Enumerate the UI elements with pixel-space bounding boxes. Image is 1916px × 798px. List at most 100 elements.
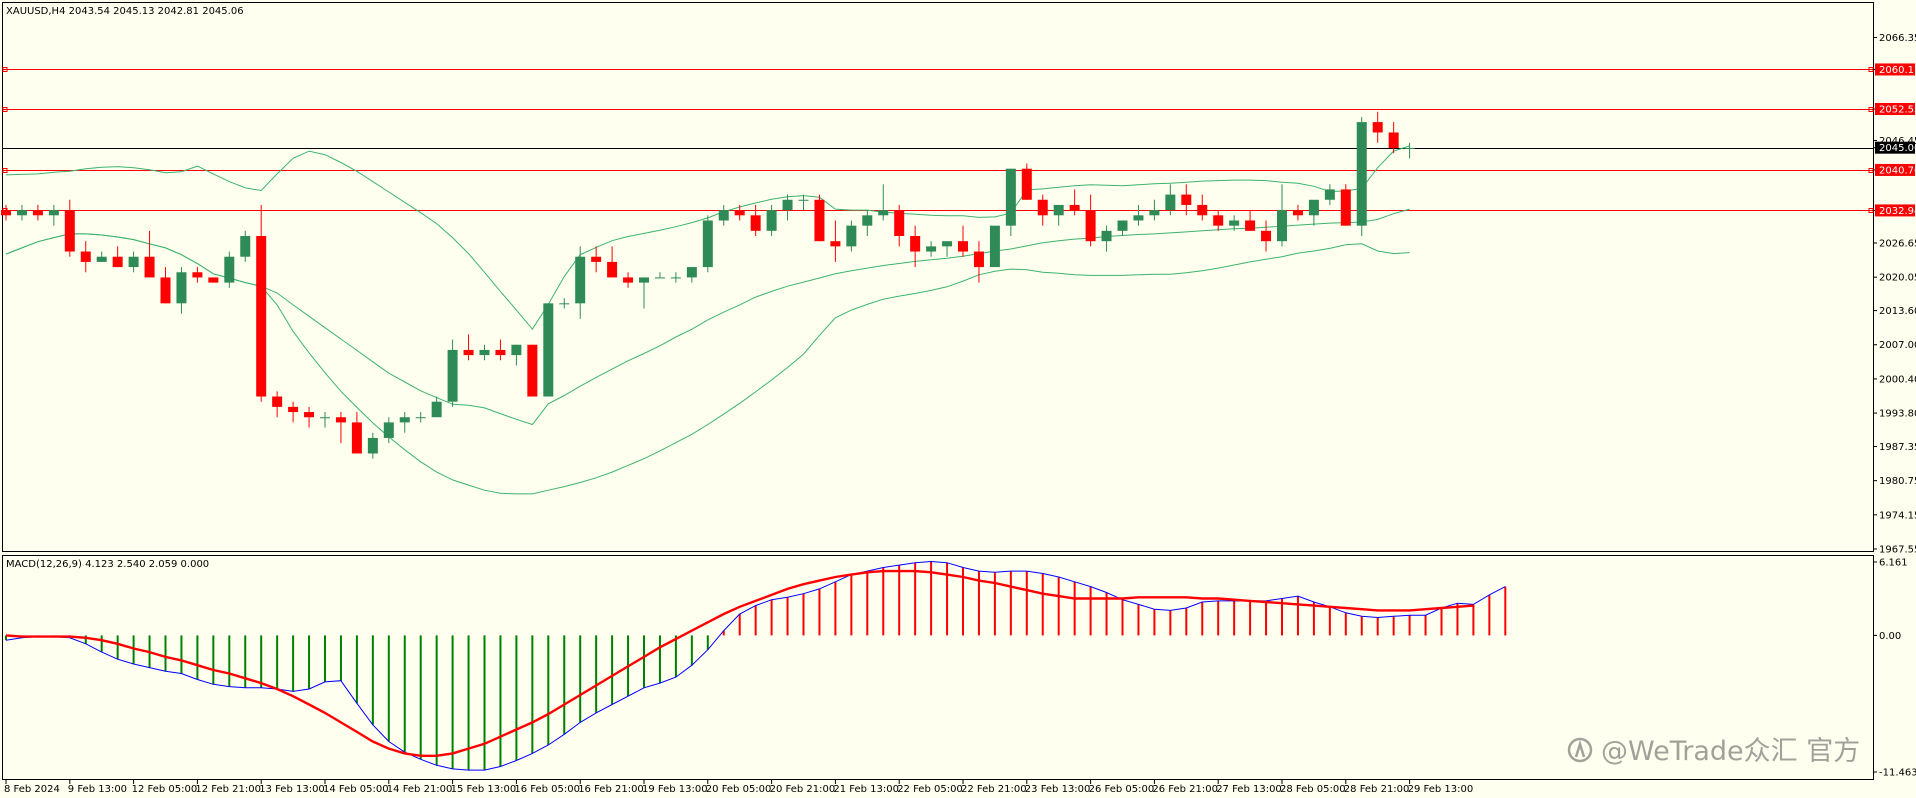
level-anchor-left-1 <box>2 107 8 112</box>
candle-38 <box>607 246 618 278</box>
candle-body-47 <box>750 215 761 231</box>
candle-79 <box>1261 220 1272 252</box>
candle-33 <box>527 344 538 397</box>
candle-body-67 <box>1069 204 1080 211</box>
candle-body-75 <box>1197 204 1208 216</box>
candle-82 <box>1308 199 1319 226</box>
candle-67 <box>1069 189 1080 216</box>
candle-15 <box>240 230 251 262</box>
candle-body-78 <box>1245 220 1256 231</box>
candle-66 <box>1053 204 1064 226</box>
candle-4 <box>64 199 75 257</box>
candle-32 <box>511 344 522 366</box>
candle-body-8 <box>128 256 139 268</box>
candle-body-84 <box>1340 189 1351 226</box>
candle-44 <box>702 215 713 273</box>
candle-body-18 <box>288 406 299 413</box>
candle-78 <box>1245 210 1256 231</box>
candle-body-7 <box>112 256 123 268</box>
time-tick-label-14: 22 Feb 05:00 <box>897 784 963 795</box>
candle-body-32 <box>511 344 522 356</box>
candle-53 <box>846 220 857 252</box>
candle-body-70 <box>1117 220 1128 231</box>
price-level-label-bg-4 <box>1875 141 1915 154</box>
candle-body-88 <box>1404 147 1415 149</box>
candle-23 <box>367 432 378 459</box>
candle-body-66 <box>1053 204 1064 216</box>
price-tick-label-11: 2000.40 <box>1879 374 1916 385</box>
candle-body-57 <box>910 236 921 252</box>
candle-body-24 <box>383 422 394 438</box>
watermark: @WeTrade众汇 官方 <box>1567 736 1860 767</box>
candle-body-15 <box>240 236 251 257</box>
candle-body-50 <box>798 199 809 201</box>
candle-body-80 <box>1277 210 1287 242</box>
price-tick-label-8: 2020.05 <box>1879 273 1916 284</box>
candle-43 <box>686 267 697 283</box>
price-level-label-1: 2060.17 <box>1879 65 1916 76</box>
level-anchor-left-0 <box>2 67 8 72</box>
price-level-label-bg-5 <box>1875 163 1915 176</box>
macd-tick-label-2: -11.463 <box>1879 768 1916 779</box>
macd-tick-label-1: 0.00 <box>1879 631 1901 642</box>
candle-body-65 <box>1037 199 1048 216</box>
candle-41 <box>654 272 665 279</box>
time-tick-label-22: 29 Feb 13:00 <box>1408 784 1474 795</box>
candle-body-41 <box>654 277 665 279</box>
candle-24 <box>383 417 394 444</box>
candle-58 <box>926 241 937 257</box>
candle-20 <box>320 412 330 428</box>
candle-body-55 <box>878 210 889 216</box>
time-tick-label-10: 19 Feb 13:00 <box>642 784 708 795</box>
price-tick-label-7: 2026.65 <box>1879 239 1916 250</box>
candle-62 <box>989 225 1000 268</box>
candle-body-20 <box>320 417 330 419</box>
candle-body-68 <box>1085 210 1096 242</box>
candle-body-44 <box>702 220 713 268</box>
candle-body-1 <box>16 210 27 216</box>
candle-3 <box>48 204 59 226</box>
candle-body-73 <box>1165 194 1176 211</box>
candle-5 <box>80 241 91 273</box>
candle-2 <box>32 204 43 221</box>
candle-35 <box>559 298 570 309</box>
time-tick-label-9: 16 Feb 21:00 <box>578 784 644 795</box>
candle-body-71 <box>1133 215 1144 221</box>
candle-17 <box>272 391 283 418</box>
time-tick-label-20: 28 Feb 05:00 <box>1280 784 1346 795</box>
level-anchor-right-3 <box>1868 168 1874 173</box>
candle-body-56 <box>894 210 905 237</box>
macd-lines <box>5 560 1506 771</box>
candle-body-16 <box>256 236 267 397</box>
symbol-info: XAUUSD,H4 2043.54 2045.13 2042.81 2045.0… <box>6 6 244 17</box>
candle-body-52 <box>830 241 841 247</box>
candle-31 <box>495 339 506 361</box>
time-tick-label-4: 13 Feb 13:00 <box>259 784 325 795</box>
candle-body-79 <box>1261 230 1272 242</box>
price-level-label-2: 2052.53 <box>1879 105 1916 116</box>
candle-body-69 <box>1101 230 1112 242</box>
candle-body-22 <box>351 422 362 454</box>
candle-18 <box>288 401 299 423</box>
candle-84 <box>1340 184 1351 226</box>
time-tick-label-7: 15 Feb 13:00 <box>451 784 517 795</box>
candle-63 <box>1005 168 1016 237</box>
candle-body-48 <box>766 210 777 231</box>
macd-panel-frame <box>2 555 1874 780</box>
candle-85 <box>1356 116 1367 237</box>
time-tick-label-0: 8 Feb 2024 <box>4 784 60 795</box>
candle-14 <box>224 251 235 288</box>
level-anchor-left-3 <box>2 168 8 173</box>
candle-body-11 <box>176 272 187 304</box>
candle-28 <box>447 339 458 407</box>
candle-body-64 <box>1021 168 1032 200</box>
candle-body-4 <box>64 210 75 252</box>
candle-87 <box>1388 122 1399 154</box>
price-level-label-6: 2032.94 <box>1879 206 1916 217</box>
candle-body-76 <box>1213 215 1224 226</box>
candle-74 <box>1181 184 1192 216</box>
bollinger-bands <box>5 145 1410 495</box>
time-tick-label-8: 16 Feb 05:00 <box>514 784 580 795</box>
